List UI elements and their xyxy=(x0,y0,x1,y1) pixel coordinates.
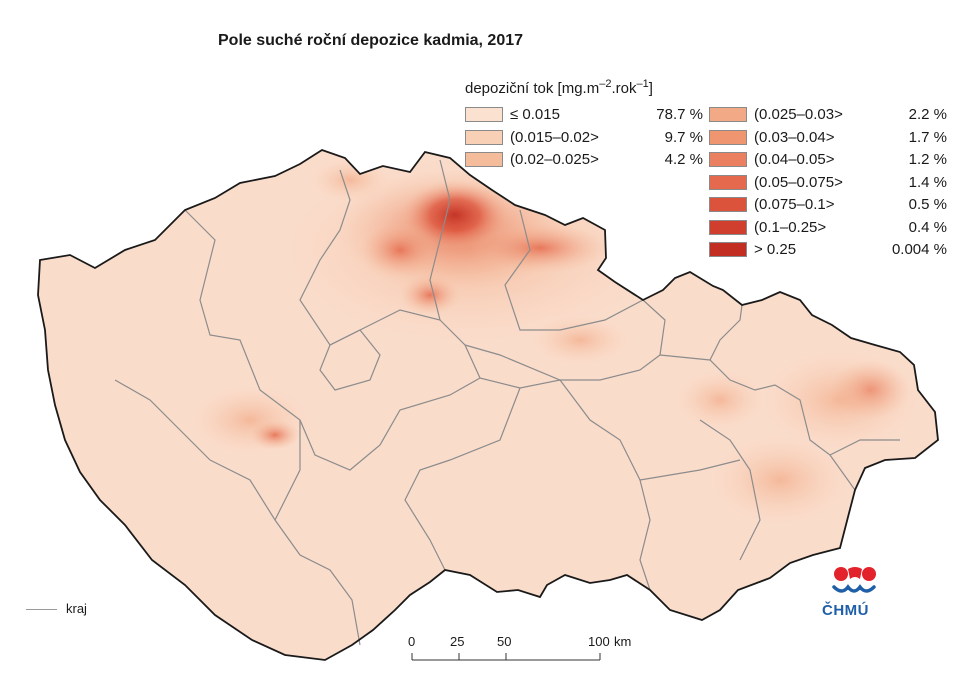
legend-swatch xyxy=(465,107,503,122)
legend-row: (0.1–0.25> 0.4 % xyxy=(709,219,947,237)
legend-swatch xyxy=(465,152,503,167)
legend-row: (0.04–0.05> 1.2 % xyxy=(709,151,947,169)
legend-title: depoziční tok [mg.m–2.rok–1] xyxy=(465,78,653,97)
legend-percent: 78.7 % xyxy=(656,106,703,123)
legend-swatch xyxy=(709,174,747,190)
kraj-label: kraj xyxy=(66,601,87,616)
legend-percent: 2.2 % xyxy=(908,106,947,123)
legend-percent: 4.2 % xyxy=(664,151,703,168)
legend-row: (0.075–0.1> 0.5 % xyxy=(709,196,947,214)
legend-row: (0.03–0.04> 1.7 % xyxy=(709,129,947,147)
legend-label: (0.04–0.05> xyxy=(754,151,835,168)
kraj-borders xyxy=(114,159,900,646)
scale-tick-0: 0 xyxy=(408,634,416,649)
legend-percent: 1.2 % xyxy=(908,151,947,168)
scale-tick-25: 25 xyxy=(450,634,465,649)
legend-swatch xyxy=(709,219,747,235)
legend-percent: 1.7 % xyxy=(908,128,947,146)
logo-text: ČHMÚ xyxy=(822,602,869,619)
scale-tick-100: 100 xyxy=(588,634,610,649)
legend-swatch xyxy=(709,197,747,212)
legend-label: (0.05–0.075> xyxy=(754,173,843,191)
legend-label: (0.02–0.025> xyxy=(510,151,599,168)
legend-label: (0.03–0.04> xyxy=(754,128,835,146)
legend-swatch xyxy=(709,152,747,167)
scale-bar xyxy=(411,653,601,661)
legend-row: ≤ 0.015 78.7 % xyxy=(465,106,703,124)
map-title: Pole suché roční depozice kadmia, 2017 xyxy=(218,32,524,49)
legend-label: (0.015–0.02> xyxy=(510,128,599,146)
scale-tick-50: 50 xyxy=(497,634,512,649)
legend-row: (0.025–0.03> 2.2 % xyxy=(709,106,947,124)
legend-row: (0.02–0.025> 4.2 % xyxy=(465,151,703,169)
legend-label: ≤ 0.015 xyxy=(510,106,560,123)
legend-percent: 0.5 % xyxy=(908,196,947,213)
legend-swatch xyxy=(709,107,747,122)
kraj-line-sample xyxy=(26,609,57,610)
legend-label: (0.025–0.03> xyxy=(754,106,843,123)
chmu-logo-icon xyxy=(832,567,876,593)
legend-swatch xyxy=(709,129,747,145)
legend-swatch xyxy=(465,129,503,145)
legend-percent: 0.4 % xyxy=(908,218,947,236)
scale-unit: km xyxy=(614,634,632,649)
legend-percent: 0.004 % xyxy=(891,241,947,258)
legend-label: (0.1–0.25> xyxy=(754,218,827,236)
legend-row: (0.015–0.02> 9.7 % xyxy=(465,129,703,147)
legend-swatch xyxy=(709,242,747,257)
legend-label: > 0.25 xyxy=(754,241,797,258)
legend-percent: 9.7 % xyxy=(664,128,703,146)
legend-row: > 0.25 0.004 % xyxy=(709,241,947,259)
legend-row: (0.05–0.075> 1.4 % xyxy=(709,174,947,192)
legend-label: (0.075–0.1> xyxy=(754,196,835,213)
legend-percent: 1.4 % xyxy=(908,173,947,191)
